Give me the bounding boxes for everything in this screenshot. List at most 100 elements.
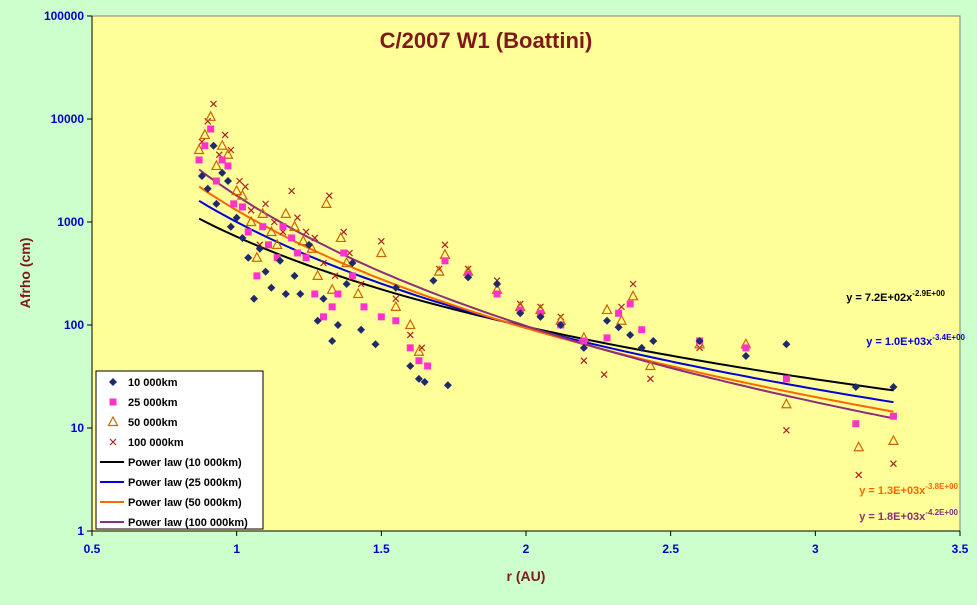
data-point-diamond	[250, 294, 259, 303]
data-point-x	[109, 438, 117, 446]
legend-label: Power law (25 000km)	[128, 477, 242, 489]
data-point-triangle	[335, 231, 347, 243]
data-point-diamond	[232, 213, 241, 222]
data-point-diamond	[348, 258, 357, 267]
data-point-diamond	[276, 256, 285, 265]
data-point-diamond	[889, 383, 898, 392]
x-tick-label: 1.5	[373, 542, 390, 556]
data-point-triangle	[627, 290, 639, 301]
data-point-triangle	[205, 110, 217, 121]
data-point-triangle	[297, 234, 309, 246]
data-point-x	[210, 100, 217, 108]
data-point-x	[890, 460, 897, 468]
data-point-square	[279, 223, 287, 231]
fit-equation-exponent: -2.9E+00	[912, 289, 945, 298]
data-point-triangle	[193, 143, 205, 155]
legend-label: 100 000km	[128, 437, 184, 449]
data-point-diamond	[281, 289, 290, 298]
data-point-triangle	[644, 359, 656, 371]
fit-equation-label: y = 1.0E+03x-3.4E+00	[866, 333, 965, 348]
data-point-triangle	[887, 434, 899, 445]
data-point-x	[357, 280, 365, 288]
data-point-square	[328, 303, 336, 311]
data-point-diamond	[197, 171, 206, 180]
data-point-square	[742, 344, 750, 352]
data-point-square	[244, 228, 252, 236]
legend-label: 25 000km	[128, 397, 178, 409]
x-tick-label: 3.5	[952, 542, 969, 556]
data-point-x	[441, 241, 449, 249]
data-point-square	[264, 241, 272, 249]
data-point-square	[782, 375, 790, 383]
y-tick-label: 1000	[57, 215, 84, 229]
x-tick-label: 2	[523, 542, 530, 556]
fit-equations: y = 7.2E+02x-2.9E+00 y = 1.0E+03x-3.4E+00…	[846, 289, 965, 523]
fit-equation-label: y = 1.3E+03x-3.8E+00	[859, 482, 958, 497]
data-point-x	[270, 218, 278, 226]
data-point-square	[348, 272, 356, 280]
data-point-diamond	[782, 340, 791, 349]
data-point-triangle	[780, 397, 792, 409]
y-tick-label: 10000	[51, 112, 85, 126]
data-point-x	[262, 200, 270, 208]
data-point-square	[603, 334, 611, 342]
data-point-square	[109, 398, 117, 406]
y-tick-label: 100	[64, 318, 84, 332]
data-point-diamond	[741, 352, 750, 361]
data-point-diamond	[420, 377, 429, 386]
data-point-square	[293, 249, 301, 257]
fit-line	[198, 168, 894, 420]
data-point-diamond	[406, 361, 415, 370]
data-point-x	[204, 117, 212, 125]
x-tick-label: 2.5	[662, 542, 679, 556]
data-point-square	[852, 420, 860, 428]
data-point-diamond	[414, 374, 423, 383]
fit-lines	[198, 168, 894, 420]
y-tick-label: 1	[77, 524, 84, 538]
data-point-diamond	[212, 199, 221, 208]
x-tick-label: 0.5	[84, 542, 101, 556]
data-point-x	[302, 228, 310, 236]
data-point-square	[377, 313, 385, 321]
data-point-triangle	[320, 197, 332, 208]
data-point-square	[224, 162, 232, 170]
data-point-triangle	[352, 287, 364, 299]
data-point-triangle	[375, 246, 387, 258]
data-point-triangle	[210, 159, 222, 171]
data-point-diamond	[536, 312, 545, 321]
data-point-diamond	[695, 336, 704, 345]
data-point-square	[406, 344, 414, 352]
data-point-triangle	[326, 283, 338, 294]
data-point-triangle	[265, 225, 277, 237]
data-point-square	[230, 200, 238, 208]
fit-equation-exponent: -3.8E+00	[925, 482, 958, 491]
data-point-x	[629, 280, 637, 288]
data-point-triangle	[271, 238, 283, 249]
data-point-triangle	[251, 251, 263, 262]
data-point-x	[221, 131, 229, 139]
data-point-diamond	[296, 289, 305, 298]
data-point-diamond	[556, 321, 565, 329]
y-tick-label: 100000	[44, 9, 84, 23]
legend-label: Power law (10 000km)	[128, 457, 242, 469]
data-point-x	[346, 249, 353, 257]
data-point-x	[247, 206, 255, 214]
data-point-x	[600, 371, 608, 379]
data-point-diamond	[267, 283, 276, 292]
data-point-square	[360, 303, 368, 311]
data-point-square	[238, 203, 246, 211]
data-point-diamond	[290, 271, 299, 280]
data-point-diamond	[637, 343, 646, 352]
data-point-diamond	[342, 280, 351, 289]
data-point-triangle	[289, 220, 301, 231]
fit-equation-exponent: -3.4E+00	[932, 333, 965, 342]
data-point-diamond	[305, 240, 313, 249]
data-point-diamond	[516, 309, 525, 318]
legend-label: Power law (50 000km)	[128, 497, 242, 509]
data-point-square	[302, 254, 310, 262]
x-tick-label: 3	[812, 542, 819, 556]
data-point-diamond	[209, 141, 218, 150]
data-point-diamond	[357, 325, 366, 334]
data-point-square	[638, 326, 646, 334]
